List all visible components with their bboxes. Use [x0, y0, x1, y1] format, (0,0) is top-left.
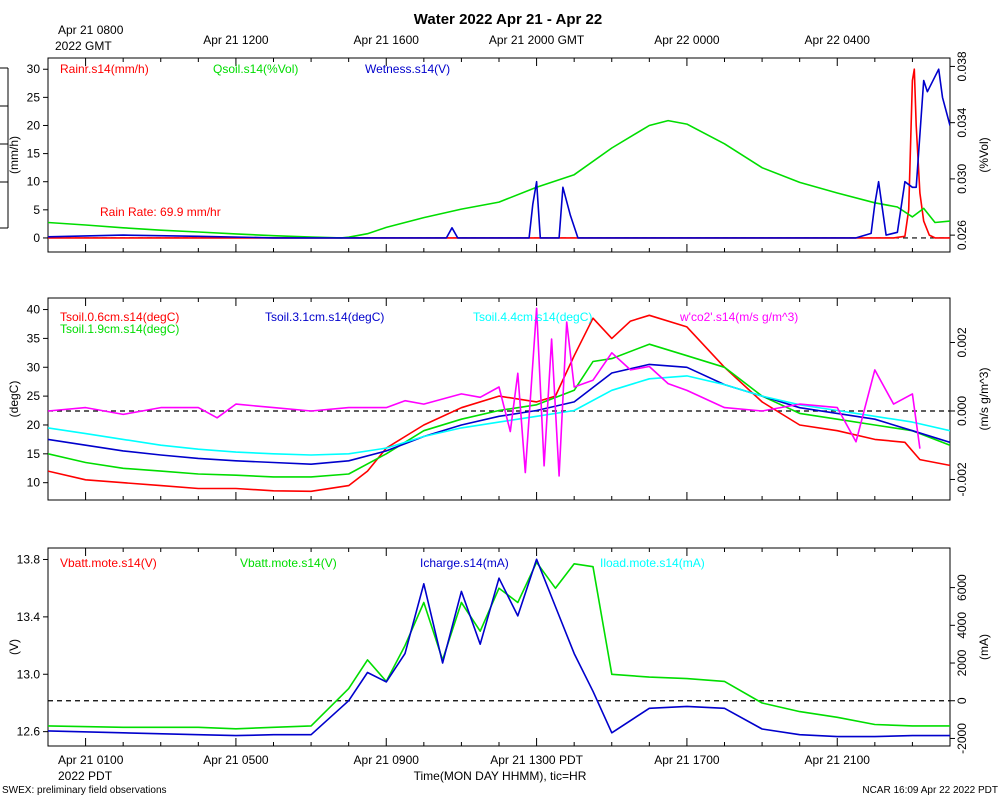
y-axis-label-left: (V) [7, 639, 21, 655]
bottom-axis-tick-label: Apr 21 1300 PDT [490, 753, 583, 767]
legend-entry: Wetness.s14(V) [365, 62, 450, 76]
series-line [48, 363, 950, 466]
legend-entry: Icharge.s14(mA) [420, 556, 509, 570]
y-axis-label-left: (mm/h) [7, 136, 21, 174]
y-tick-label-left: 12.6 [17, 725, 41, 739]
y-tick-label-right: 0.026 [955, 220, 969, 250]
bottom-axis-tick-label: Apr 21 0900 [354, 753, 420, 767]
chart-title: Water 2022 Apr 21 - Apr 22 [414, 11, 602, 28]
legend-entry: Qsoil.s14(%Vol) [213, 62, 298, 76]
y-tick-label-left: 5 [33, 203, 40, 217]
y-tick-label-right: -0.002 [955, 462, 969, 496]
top-axis-tick-label: Apr 21 1600 [354, 33, 420, 47]
series-line [48, 68, 950, 239]
y-tick-label-right: 0.038 [955, 51, 969, 81]
y-tick-label-left: 13.0 [17, 667, 41, 681]
legend-entry: w'co2'.s14(m/s g/m^3) [679, 310, 798, 324]
series-line [48, 119, 950, 239]
chart-annotation: Rain Rate: 69.9 mm/hr [100, 205, 221, 219]
legend-fragment [0, 67, 9, 229]
bottom-axis-corner-line1: Apr 21 0100 [58, 753, 124, 767]
legend-entry: Rainr.s14(mm/h) [60, 62, 149, 76]
panel-frame [47, 297, 951, 501]
legend-entry: Tsoil.0.6cm.s14(degC) [60, 310, 179, 324]
y-tick-label-right: 0.034 [955, 107, 969, 137]
panel-battery: 12.6 13.0 13.4 13.8 -2000 0 2000 4000 6000 (V) (mA… [7, 547, 991, 754]
legend-entry: Tsoil.1.9cm.s14(degC) [60, 322, 179, 336]
top-axis-tick-label: Apr 21 1200 [203, 33, 269, 47]
y-tick-label-left: 35 [27, 331, 41, 345]
y-tick-label-left: 25 [27, 90, 41, 104]
y-tick-label-left: 30 [27, 360, 41, 374]
series-line [48, 307, 921, 477]
top-axis-tick-label: Apr 22 0000 [654, 33, 720, 47]
y-tick-label-right: 2000 [955, 649, 969, 676]
panel-temperature: 10 15 20 25 30 35 40 -0.002 0.000 0.002 (degC) (m/s… [7, 297, 991, 501]
bottom-axis-tick-label: Apr 21 1700 [654, 753, 720, 767]
y-tick-label-left: 25 [27, 389, 41, 403]
top-axis-corner-line2: 2022 GMT [55, 39, 112, 53]
y-axis-label-right: (mA) [977, 634, 991, 660]
y-tick-label-left: 20 [27, 418, 41, 432]
y-tick-label-right: -2000 [955, 723, 969, 754]
y-tick-label-right: 0 [955, 697, 969, 704]
x-axis-label: Time(MON DAY HHMM), tic=HR [414, 769, 587, 783]
y-tick-label-right: 4000 [955, 612, 969, 639]
legend-entry: Tsoil.4.4cm.s14(degC) [473, 310, 592, 324]
panel-frame [47, 57, 951, 253]
y-tick-label-right: 0.002 [955, 327, 969, 357]
series-line [48, 343, 950, 478]
top-axis-tick-label: Apr 22 0400 [805, 33, 871, 47]
y-axis-label-left: (degC) [7, 381, 21, 418]
y-tick-label-right: 6000 [955, 574, 969, 601]
y-tick-label-right: 0.030 [955, 164, 969, 194]
y-tick-label-left: 30 [27, 62, 41, 76]
series-line [48, 68, 950, 239]
y-axis-label-right: (%Vol) [977, 137, 991, 172]
footer-left: SWEX: preliminary field observations [2, 785, 167, 796]
y-tick-label-left: 10 [27, 476, 41, 490]
series-line [48, 314, 950, 493]
y-tick-label-left: 40 [27, 303, 41, 317]
bottom-axis-corner-line2: 2022 PDT [58, 769, 113, 783]
y-tick-label-right: 0.000 [955, 396, 969, 426]
y-tick-label-left: 13.4 [17, 610, 41, 624]
y-tick-label-left: 0 [33, 231, 40, 245]
panel-water: 0 5 10 15 20 25 30 0.026 0.030 0.034 0.038 (mm/h) (%… [7, 51, 991, 253]
y-tick-label-left: 10 [27, 175, 41, 189]
top-axis-tick-label: Apr 21 2000 GMT [489, 33, 585, 47]
top-axis-corner-line1: Apr 21 0800 [58, 23, 124, 37]
legend-entry: Tsoil.3.1cm.s14(degC) [265, 310, 384, 324]
legend-entry: Vbatt.mote.s14(V) [60, 556, 157, 570]
y-tick-label-left: 13.8 [17, 552, 41, 566]
bottom-axis-tick-label: Apr 21 2100 [805, 753, 871, 767]
legend-entry: Iload.mote.s14(mA) [600, 556, 705, 570]
y-tick-label-left: 15 [27, 447, 41, 461]
series-line [48, 558, 950, 738]
y-axis-label-right: (m/s g/m^3) [977, 368, 991, 431]
legend-entry: Vbatt.mote.s14(V) [240, 556, 337, 570]
footer-right: NCAR 16:09 Apr 22 2022 PDT [862, 785, 998, 796]
y-tick-label-left: 20 [27, 118, 41, 132]
y-tick-label-left: 15 [27, 147, 41, 161]
series-line [48, 561, 950, 730]
bottom-axis-tick-label: Apr 21 0500 [203, 753, 269, 767]
